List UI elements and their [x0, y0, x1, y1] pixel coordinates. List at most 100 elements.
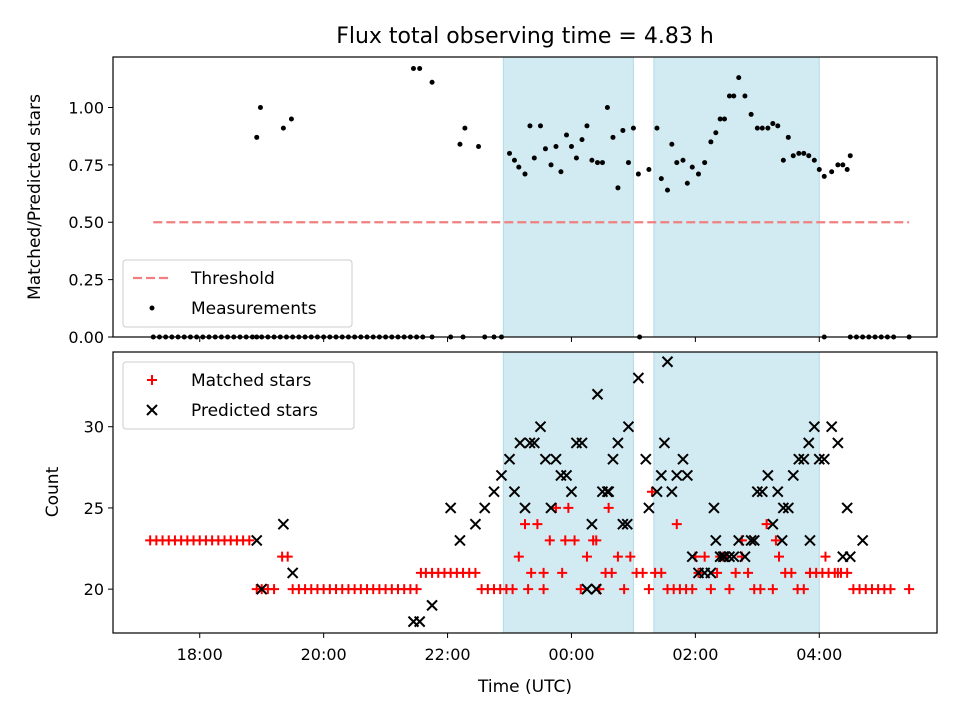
legend-predicted-swatch [146, 404, 158, 416]
observing-span-2 [653, 351, 820, 634]
measurement-point [599, 160, 605, 166]
predicted-star-point [519, 502, 531, 514]
measurement-point [680, 157, 686, 163]
predicted-star-point [686, 550, 698, 563]
bottom-y-axis-label: Count [43, 466, 63, 517]
matched-star-point [671, 519, 682, 530]
measurement-point [531, 155, 537, 161]
measurement-point [476, 144, 482, 150]
measurement-point [669, 141, 675, 147]
predicted-star-point [479, 502, 491, 514]
measurement-point [457, 141, 463, 147]
measurement-point [254, 134, 260, 140]
predicted-star-point [708, 502, 720, 514]
predicted-star-point [286, 567, 299, 579]
matched-star-point [761, 519, 772, 530]
predicted-star-point [632, 372, 645, 384]
predicted-star-point [255, 583, 268, 595]
matched-star-point [507, 584, 518, 595]
measurement-point [674, 160, 680, 166]
measurement-point [780, 157, 786, 163]
predicted-star-point [539, 453, 552, 465]
y-tick-label: 0.00 [68, 328, 104, 347]
predicted-star-point [677, 453, 689, 465]
y-tick-label: 30 [84, 418, 104, 437]
measurement-point [257, 104, 263, 110]
predicted-star-point [787, 469, 799, 482]
measurement-point [811, 157, 817, 163]
predicted-star-point [565, 485, 578, 498]
predicted-star-point [666, 485, 678, 498]
measurement-point [654, 125, 660, 131]
measurement-point [511, 157, 517, 163]
predicted-star-point [488, 485, 500, 498]
measurement-point [765, 125, 771, 131]
series-predicted-stars [251, 356, 869, 628]
matched-star-point [591, 535, 602, 546]
measurement-point [806, 153, 812, 159]
x-axis-label: Time (UTC) [477, 677, 572, 697]
matched-star-point [786, 567, 797, 578]
matched-star-point [755, 584, 766, 595]
predicted-star-point [776, 534, 788, 547]
measurement-point [664, 187, 670, 193]
y-tick-label: 0.25 [68, 271, 104, 290]
predicted-star-point [756, 485, 768, 498]
matched-star-point [523, 584, 534, 595]
predicted-star-point [617, 518, 629, 530]
measurement-point [702, 160, 708, 166]
measurement-point [646, 166, 652, 172]
measurement-point [548, 162, 554, 168]
y-tick-label: 20 [84, 580, 104, 599]
measurement-point [417, 65, 423, 71]
predicted-star-point [793, 453, 805, 465]
top-y-axis-label: Matched/Predicted stars [25, 94, 45, 300]
count-panel-frame [112, 351, 938, 634]
predicted-star-point [560, 469, 573, 482]
y-tick-label: 1.00 [68, 98, 104, 117]
matched-star-point [647, 486, 658, 497]
measurement-point [829, 169, 835, 175]
predicted-star-point [524, 437, 536, 449]
predicted-star-point [602, 485, 615, 498]
count-panel-legend: Matched stars Predicted stars [122, 361, 355, 430]
legend-box [122, 361, 355, 430]
measurement-point [731, 93, 737, 99]
measurement-point [635, 171, 641, 177]
measurement-point [507, 150, 513, 156]
measurement-point [844, 166, 850, 172]
measurement-point [537, 123, 543, 129]
measurement-point [840, 162, 846, 168]
measurement-point [429, 79, 435, 85]
ratio-panel-legend: Threshold Measurements [122, 259, 353, 328]
predicted-star-point [751, 485, 764, 498]
legend-label: Threshold [190, 269, 275, 289]
predicted-star-point [772, 485, 784, 498]
predicted-star-point [469, 518, 482, 530]
x-tick-label: 20:00 [301, 645, 347, 664]
predicted-star-point [767, 518, 779, 530]
measurement-point [620, 127, 626, 133]
matched-star-point [842, 567, 853, 578]
measurement-point [736, 75, 742, 81]
predicted-star-point [705, 567, 717, 579]
x-tick-label: 04:00 [796, 645, 842, 664]
predicted-star-point [503, 453, 516, 465]
predicted-star-point [550, 453, 562, 465]
matched-star-point [603, 502, 614, 513]
predicted-star-point [777, 502, 790, 514]
matched-star-point [563, 502, 574, 513]
chart-title: Flux total observing time = 4.83 h [336, 24, 714, 49]
measurement-point [579, 137, 585, 143]
y-tick-label: 0.50 [68, 213, 104, 232]
matched-star-point [538, 584, 549, 595]
predicted-star-point [733, 534, 745, 547]
matched-star-point [470, 567, 481, 578]
measurement-point [553, 144, 559, 150]
measurement-point [835, 162, 841, 168]
measurement-point [816, 166, 822, 172]
matched-star-point [244, 535, 255, 546]
measurement-point [658, 176, 664, 182]
matched-star-point [606, 567, 617, 578]
predicted-star-point [534, 421, 547, 433]
